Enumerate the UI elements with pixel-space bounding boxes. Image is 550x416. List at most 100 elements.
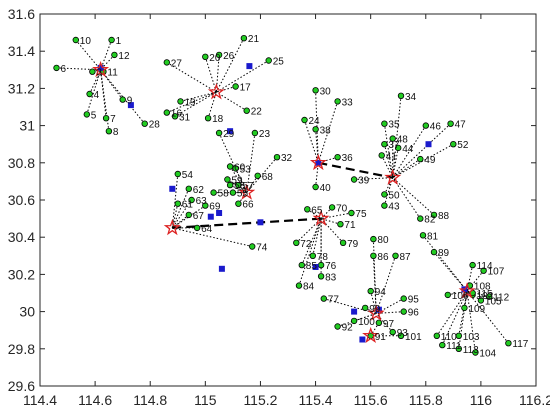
hub-square-marker xyxy=(375,306,382,313)
center-star-marker xyxy=(384,168,402,185)
data-point xyxy=(312,87,319,94)
data-point xyxy=(295,282,303,289)
point-label: 7 xyxy=(110,114,116,125)
center-star-marker xyxy=(309,153,327,171)
link-line xyxy=(100,69,146,125)
data-point xyxy=(417,155,424,163)
point-label: 114 xyxy=(477,261,493,272)
data-point xyxy=(235,200,242,207)
point-label: 33 xyxy=(342,97,354,108)
link-line xyxy=(353,313,377,322)
point-label: 61 xyxy=(182,200,194,211)
x-tick-label: 115.2 xyxy=(243,392,277,408)
data-point xyxy=(469,261,476,269)
point-label: 35 xyxy=(388,120,400,131)
point-label: 71 xyxy=(344,220,356,231)
data-point xyxy=(389,328,396,336)
point-label: 92 xyxy=(342,323,354,334)
point-label: 32 xyxy=(281,153,293,164)
data-point xyxy=(215,51,223,59)
center-star-marker xyxy=(207,83,225,100)
point-label: 50 xyxy=(388,190,400,201)
hub-square-marker xyxy=(425,141,432,148)
link-line xyxy=(171,188,190,229)
y-tick-label: 31.4 xyxy=(8,43,35,59)
point-label: 74 xyxy=(256,243,268,254)
point-label: 97 xyxy=(383,319,395,330)
hub-square-marker xyxy=(359,336,366,343)
link-line xyxy=(301,218,322,266)
point-label: 100 xyxy=(358,317,375,328)
hub-square-marker xyxy=(257,219,264,226)
point-label: 31 xyxy=(179,112,191,123)
point-label: 63 xyxy=(196,196,208,207)
data-point xyxy=(232,83,239,90)
point-label: 1 xyxy=(116,36,122,47)
point-label: 54 xyxy=(182,170,194,181)
link-line xyxy=(376,311,404,314)
data-point xyxy=(430,248,438,256)
data-point xyxy=(83,111,90,118)
data-point xyxy=(419,232,427,239)
point-label: 101 xyxy=(405,332,422,343)
link-line xyxy=(100,69,107,119)
point-label: 115 xyxy=(477,289,493,300)
point-label: 53 xyxy=(240,164,252,175)
y-tick-label: 31 xyxy=(19,118,35,134)
data-point xyxy=(177,98,184,105)
link-line xyxy=(317,101,339,163)
data-point xyxy=(337,220,344,228)
data-point xyxy=(370,235,377,243)
hub-square-marker xyxy=(351,308,358,315)
data-point xyxy=(430,211,438,219)
point-label: 77 xyxy=(328,295,340,306)
data-point xyxy=(232,165,239,172)
x-tick-label: 115.4 xyxy=(299,392,333,408)
point-label: 65 xyxy=(311,205,323,216)
link-line xyxy=(216,91,247,112)
point-label: 5 xyxy=(91,110,97,121)
link-line xyxy=(383,177,394,206)
data-point xyxy=(381,202,388,209)
point-label: 40 xyxy=(320,183,332,194)
data-point xyxy=(202,53,209,60)
link-line xyxy=(204,56,217,93)
point-label: 44 xyxy=(402,144,414,155)
center-star-marker xyxy=(362,326,380,343)
data-point xyxy=(163,59,170,66)
data-point xyxy=(370,252,377,259)
hub-square-marker xyxy=(218,265,225,272)
data-point xyxy=(265,57,272,64)
link-line xyxy=(375,313,394,333)
point-label: 19 xyxy=(185,97,197,108)
link-line xyxy=(246,156,278,193)
point-label: 57 xyxy=(242,181,254,192)
data-point xyxy=(235,181,242,189)
point-label: 8 xyxy=(113,127,119,138)
data-point xyxy=(381,191,388,198)
data-point xyxy=(226,163,234,170)
link-line xyxy=(312,218,322,256)
link-line xyxy=(86,69,102,115)
point-label: 81 xyxy=(427,231,439,242)
data-point xyxy=(240,35,248,42)
point-label: 9 xyxy=(127,96,133,107)
data-point xyxy=(381,120,388,127)
hub-square-marker xyxy=(127,102,134,109)
point-label: 48 xyxy=(397,135,409,146)
y-tick-label: 30 xyxy=(19,304,35,320)
link-line xyxy=(320,207,333,219)
point-label: 83 xyxy=(325,272,337,283)
point-label: 55 xyxy=(237,189,249,200)
point-label: 24 xyxy=(309,116,321,127)
point-label: 30 xyxy=(320,86,332,97)
data-point xyxy=(273,153,281,161)
link-line xyxy=(56,67,101,71)
point-label: 69 xyxy=(209,202,221,213)
point-label: 79 xyxy=(347,239,359,250)
link-line xyxy=(229,184,247,194)
link-line xyxy=(383,144,394,178)
point-label: 86 xyxy=(377,252,389,263)
point-label: 60 xyxy=(234,163,246,174)
